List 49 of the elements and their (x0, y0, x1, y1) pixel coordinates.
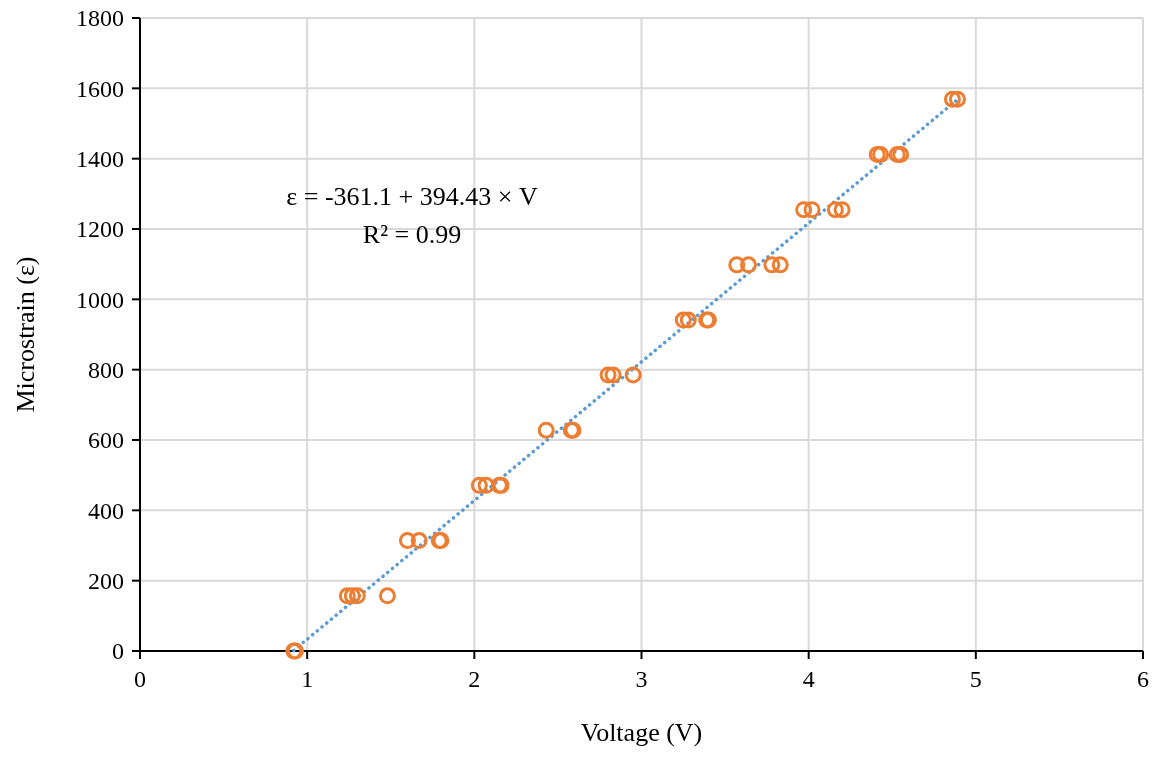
y-tick-label: 800 (88, 357, 124, 384)
point (833, 201, 851, 219)
y-axis-title: Microstrain (ε) (11, 256, 40, 413)
point (739, 256, 757, 274)
point (948, 90, 966, 108)
y-tick-label: 1400 (76, 146, 124, 173)
point (888, 145, 906, 163)
y-tick-label: 1200 (76, 216, 124, 243)
point (728, 256, 746, 274)
point (599, 366, 617, 384)
y-tick-label: 1800 (76, 5, 124, 32)
x-tick-label: 5 (969, 666, 982, 692)
x-tick-label: 4 (802, 666, 815, 692)
x-axis-title: Voltage (V) (580, 718, 703, 747)
y-tick-label: 400 (88, 497, 124, 524)
point (803, 201, 821, 219)
point (343, 587, 361, 605)
y-tick-label: 1600 (76, 75, 124, 102)
y-tick-label: 0 (112, 638, 124, 665)
point (348, 587, 366, 605)
y-tick-label: 200 (88, 568, 124, 595)
annotation: R² = 0.99 (362, 220, 462, 249)
x-tick-label: 3 (635, 666, 648, 692)
point (477, 476, 495, 494)
annotation: ε = -361.1 + 394.43 × V (286, 182, 538, 211)
point (378, 587, 396, 605)
point (537, 421, 555, 439)
point (763, 256, 781, 274)
point (679, 311, 697, 329)
x-tick-label: 1 (301, 666, 314, 692)
point (674, 311, 692, 329)
x-tick-label: 2 (468, 666, 481, 692)
point (826, 201, 844, 219)
x-tick-label: 0 (134, 666, 146, 692)
point (604, 366, 622, 384)
point (398, 532, 416, 550)
y-tick-label: 1000 (76, 286, 124, 313)
point (771, 256, 789, 274)
point (624, 366, 642, 384)
point (338, 587, 356, 605)
point (795, 201, 813, 219)
point (943, 90, 961, 108)
y-tick-label: 600 (88, 427, 124, 454)
point (410, 532, 428, 550)
point (470, 476, 488, 494)
x-tick-label: 6 (1137, 666, 1149, 692)
point (868, 145, 886, 163)
point (892, 145, 910, 163)
point (872, 145, 890, 163)
